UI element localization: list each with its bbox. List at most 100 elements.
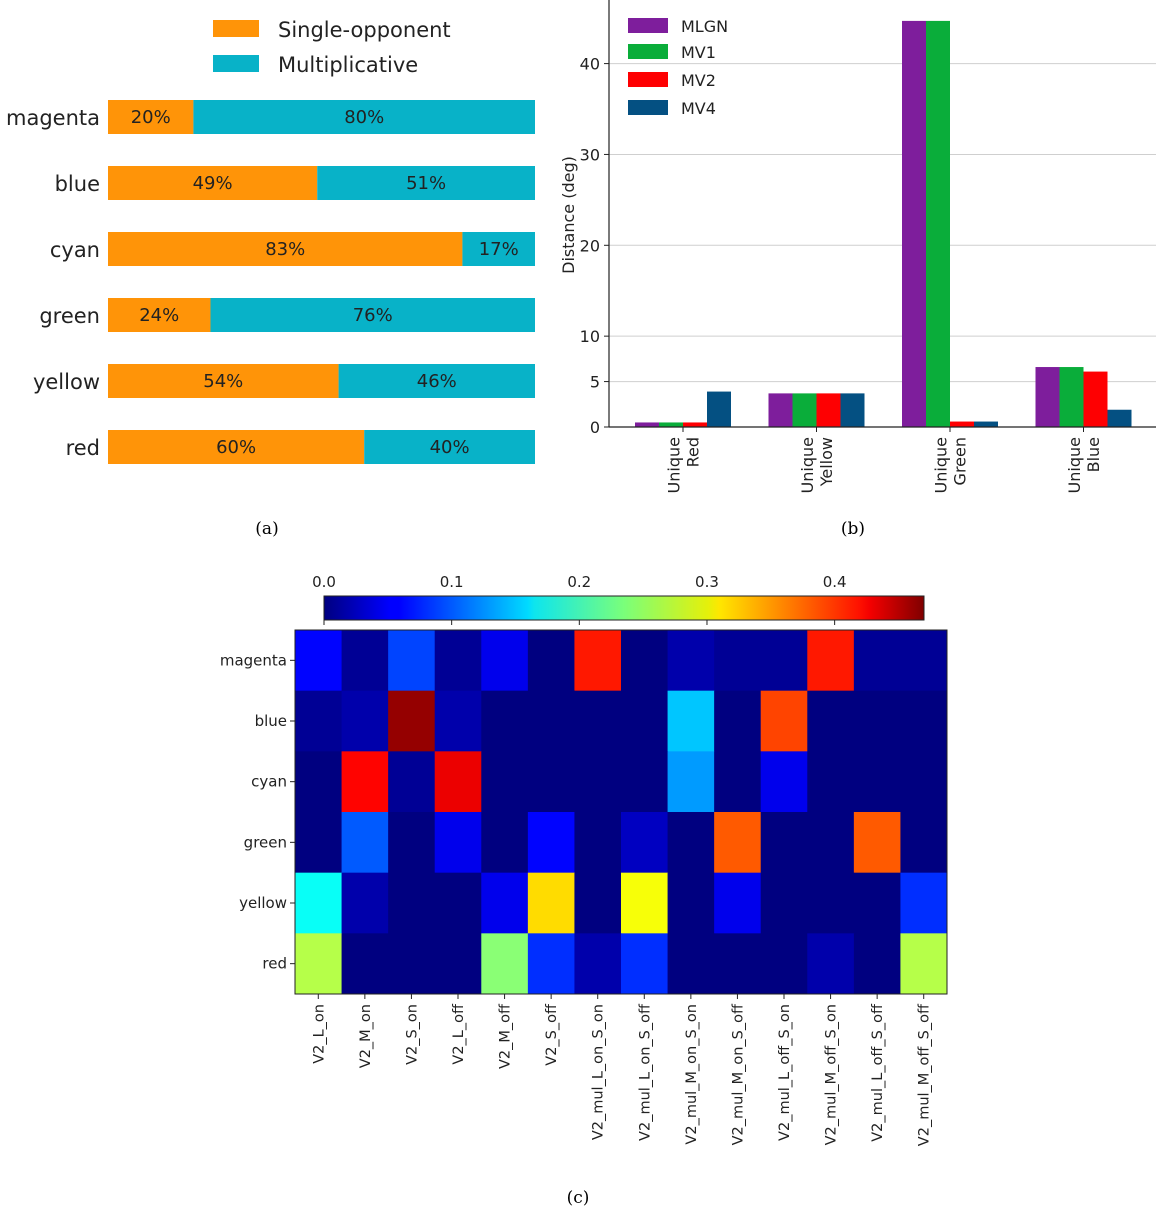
caption-a: (a) [255, 519, 278, 539]
bar-cyan-single-opponent [108, 232, 463, 266]
row-label-cyan: cyan [251, 773, 287, 791]
heatmap-cell-green-v2-m-off [481, 812, 529, 874]
caption-c: (c) [567, 1188, 590, 1208]
panel-c-heatmap: 0.0 0.1 0.2 0.3 0.4 magenta blue cyan green yell… [220, 573, 948, 1208]
heatmap-cell-green-v2-mul-m-off-s-off [900, 812, 948, 874]
bar-unique-blue-mlgn [1035, 367, 1060, 427]
y-tick-label-red: red [66, 436, 100, 460]
data-label-yellow-single-opponent: 54% [203, 371, 243, 392]
column-label-v2-l-on: V2_L_on [311, 1004, 327, 1064]
bar-blue-multiplicative [317, 166, 535, 200]
heatmap-cell-red-v2-l-on [295, 933, 343, 995]
heatmap-cell-cyan-v2-l-off [434, 751, 482, 813]
x-tick-label-line: Unique [798, 437, 817, 493]
heatmap-cell-magenta-v2-s-off [527, 630, 575, 692]
legend-b: MLGN MV1 MV2 MV4 [628, 17, 728, 118]
heatmap-cell-green-v2-l-off [434, 812, 482, 874]
y-tick-label-5: 5 [590, 373, 600, 392]
data-label-red-single-opponent: 60% [216, 437, 256, 458]
heatmap-cell-blue-v2-mul-l-on-s-off [621, 690, 669, 752]
data-label-red-multiplicative: 40% [430, 437, 470, 458]
heatmap-cell-red-v2-mul-m-off-s-off [900, 933, 948, 995]
heatmap-cell-red-v2-s-off [527, 933, 575, 995]
x-tick-label-line: Green [951, 437, 970, 485]
column-label-v2-mul-m-on-s-off: V2_mul_M_on_S_off [730, 1003, 746, 1145]
bar-magenta-multiplicative [193, 100, 535, 134]
data-label-green-multiplicative: 76% [353, 305, 393, 326]
bar-unique-red-mv2 [683, 422, 707, 427]
heatmap-cell-yellow-v2-l-on [295, 872, 343, 934]
heatmap-cell-red-v2-l-off [434, 933, 482, 995]
heatmap-cell-yellow-v2-mul-m-on-s-on [667, 872, 715, 934]
heatmap-cell-yellow-v2-mul-l-off-s-off [853, 872, 901, 934]
colorbar-tick-label-1: 0.1 [440, 573, 464, 591]
heatmap-cell-red-v2-mul-m-on-s-off [714, 933, 762, 995]
data-label-yellow-multiplicative: 46% [417, 371, 457, 392]
bar-unique-blue-mv2 [1083, 371, 1108, 427]
heatmap-cell-red-v2-m-on [341, 933, 389, 995]
heatmap-cell-cyan-v2-mul-m-on-s-on [667, 751, 715, 813]
panel-a-bars: 20% 80% 49% 51% 83% 17% 24% 76% 54% 46% 60% 40% [108, 100, 536, 464]
column-label-v2-mul-l-on-s-off: V2_mul_L_on_S_off [637, 1003, 653, 1141]
heatmap-cell-blue-v2-m-on [341, 690, 389, 752]
x-tick-label-line: Yellow [817, 437, 836, 487]
legend-a-swatch-multiplicative [213, 55, 259, 72]
heatmap-cell-yellow-v2-mul-l-on-s-off [621, 872, 669, 934]
y-tick-label-20: 20 [580, 236, 600, 255]
legend-b-label-mv1: MV1 [681, 43, 716, 62]
heatmap-cell-magenta-v2-m-on [341, 630, 389, 692]
panel-a-stacked-bar-chart: Single-opponent Multiplicative 20% 80% 49%… [6, 18, 536, 539]
colorbar-tick-label-3: 0.3 [695, 573, 719, 591]
heatmap-cell-blue-v2-m-off [481, 690, 529, 752]
bar-green-single-opponent [108, 298, 211, 332]
bar-unique-red-mv4 [707, 391, 731, 427]
panel-b-axes [608, 0, 1156, 428]
heatmap-cell-green-v2-s-on [388, 812, 436, 874]
column-label-v2-mul-l-off-s-on: V2_mul_L_off_S_on [777, 1004, 793, 1141]
x-tick-label-unique-green: Unique Green [932, 437, 970, 493]
y-tick-label-30: 30 [580, 145, 600, 164]
heatmap-cell-yellow-v2-mul-m-off-s-off [900, 872, 948, 934]
legend-a-label-multiplicative: Multiplicative [278, 53, 418, 77]
bar-unique-blue-mv4 [1107, 409, 1132, 427]
bar-unique-yellow-mv1 [792, 393, 817, 427]
heatmap-cell-green-v2-mul-l-on-s-on [574, 812, 622, 874]
panel-b-y-ticks: 0 5 10 20 30 40 [580, 55, 609, 437]
heatmap-cell-blue-v2-s-on [388, 690, 436, 752]
x-tick-label-line: Red [684, 437, 703, 467]
heatmap-cell-cyan-v2-m-on [341, 751, 389, 813]
bar-red-multiplicative [364, 430, 535, 464]
heatmap-cell-red-v2-mul-m-on-s-on [667, 933, 715, 995]
heatmap-cell-yellow-v2-m-on [341, 872, 389, 934]
heatmap-cell-magenta-v2-mul-l-off-s-off [853, 630, 901, 692]
heatmap-cell-magenta-v2-mul-m-on-s-off [714, 630, 762, 692]
legend-b-label-mlgn: MLGN [681, 17, 728, 36]
heatmap-cell-green-v2-mul-m-on-s-on [667, 812, 715, 874]
heatmap-cell-magenta-v2-mul-l-on-s-off [621, 630, 669, 692]
y-tick-label-yellow: yellow [33, 370, 100, 394]
heatmap-cell-magenta-v2-mul-l-off-s-on [760, 630, 808, 692]
colorbar-tick-label-2: 0.2 [567, 573, 591, 591]
legend-b-swatch-mv4 [628, 100, 668, 115]
bar-unique-green-mv4 [974, 421, 998, 427]
column-label-v2-s-off: V2_S_off [544, 1003, 560, 1066]
panel-b-y-axis-label: Distance (deg) [559, 156, 578, 274]
panel-b-gridlines [609, 63, 1156, 383]
heatmap-cell-yellow-v2-m-off [481, 872, 529, 934]
heatmap-cell-yellow-v2-mul-m-on-s-off [714, 872, 762, 934]
legend-b-swatch-mv1 [628, 44, 668, 59]
heatmap-cell-cyan-v2-mul-l-off-s-off [853, 751, 901, 813]
heatmap-cell-magenta-v2-l-on [295, 630, 343, 692]
bar-yellow-multiplicative [338, 364, 535, 398]
x-tick-label-line: Unique [1065, 437, 1084, 493]
data-label-green-single-opponent: 24% [139, 305, 179, 326]
x-tick-label-unique-yellow: Unique Yellow [798, 437, 836, 493]
heatmap-cell-yellow-v2-mul-l-on-s-on [574, 872, 622, 934]
heatmap-cell-red-v2-mul-l-off-s-on [760, 933, 808, 995]
heatmap-cell-blue-v2-l-on [295, 690, 343, 752]
bar-unique-blue-mv1 [1059, 367, 1084, 427]
data-label-magenta-multiplicative: 80% [344, 107, 384, 128]
panel-b-bars [635, 20, 1132, 427]
heatmap-cell-yellow-v2-mul-m-off-s-on [807, 872, 855, 934]
